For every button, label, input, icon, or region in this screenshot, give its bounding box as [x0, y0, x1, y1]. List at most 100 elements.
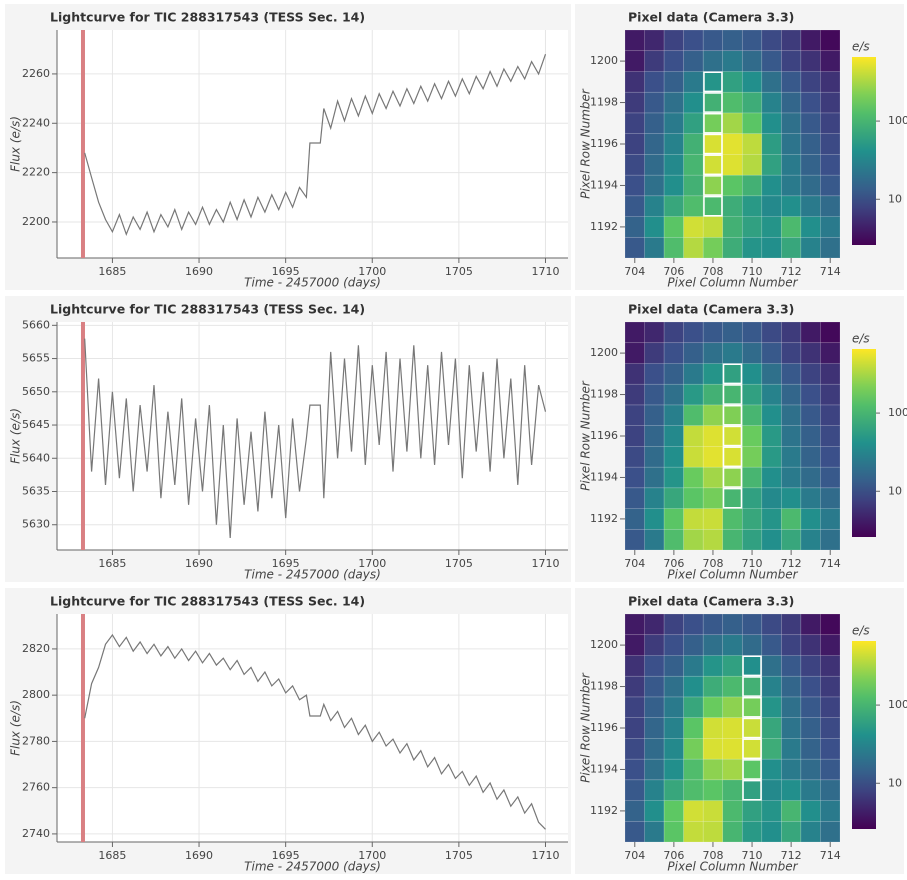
x-tick-label: 706 — [663, 849, 684, 862]
pixel-cell — [644, 71, 665, 93]
pixel-cell — [702, 738, 724, 760]
pixel-cell — [663, 342, 684, 364]
pixel-cell — [624, 91, 645, 114]
aperture-pixel — [722, 384, 743, 405]
pixel-cell — [683, 758, 704, 781]
pixel-cell — [761, 675, 782, 698]
pixel-cell — [644, 466, 665, 489]
y-tick-label: 1192 — [590, 220, 618, 233]
colorbar-label: e/s — [852, 332, 870, 346]
x-tick-label: 1700 — [358, 557, 386, 570]
pixel-cell — [683, 404, 704, 426]
pixel-cell — [663, 466, 684, 489]
pixel-cell — [741, 717, 763, 739]
pixel-cell — [761, 91, 782, 114]
pixel-cell — [644, 91, 665, 114]
chart-title: Lightcurve for TIC 288317543 (TESS Sec. … — [50, 10, 365, 25]
pixel-cell — [722, 800, 743, 822]
pixel-cell — [644, 634, 665, 656]
pixel-cell — [820, 425, 841, 447]
pixel-cell — [624, 655, 645, 677]
pixel-cell — [800, 321, 821, 344]
pixel-cell — [820, 487, 841, 509]
pixel-cell — [663, 154, 684, 176]
pixel-cell — [741, 528, 763, 551]
pixel-cell — [781, 342, 802, 364]
pixel-cell — [663, 404, 684, 426]
y-tick-label: 1198 — [590, 388, 618, 401]
y-tick-label: 2760 — [22, 781, 50, 794]
pixel-cell — [800, 29, 821, 52]
colorbar-tick-label: 100 — [888, 698, 907, 711]
pixel-cell — [683, 71, 704, 93]
pixel-cell — [820, 508, 841, 530]
pixel-cell — [741, 112, 763, 134]
y-axis-label: Pixel Row Number — [579, 88, 593, 199]
x-tick-label: 1710 — [531, 557, 559, 570]
pixel-cell — [722, 216, 743, 238]
pixel-cell — [722, 528, 743, 551]
pixel-cell — [741, 446, 763, 468]
pixel-cell — [761, 363, 782, 385]
pixel-cell — [761, 634, 782, 656]
flux-line — [84, 633, 546, 830]
pixel-cell — [741, 696, 763, 718]
pixel-cell — [820, 404, 841, 426]
x-tick-label: 704 — [624, 265, 645, 278]
pixel-cell — [722, 696, 743, 718]
pixel-cell — [820, 195, 841, 217]
pixel-cell — [820, 696, 841, 718]
y-tick-label: 2800 — [22, 688, 50, 701]
pixel-cell — [820, 91, 841, 114]
pixel-cell — [663, 655, 684, 677]
pixel-cell — [702, 758, 724, 781]
pixel-cell — [722, 91, 743, 114]
aperture-pixel — [703, 195, 723, 217]
pixel-cell — [781, 675, 802, 698]
pixel-cell — [644, 154, 665, 176]
pixel-cell — [683, 738, 704, 760]
pixel-cell — [800, 675, 821, 698]
plot-area — [57, 322, 568, 550]
y-tick-label: 2820 — [22, 642, 50, 655]
aperture-pixel — [722, 404, 743, 426]
pixel-cell — [781, 71, 802, 93]
pixel-cell — [702, 655, 724, 677]
aperture-pixel — [722, 467, 743, 488]
pixel-cell — [820, 528, 841, 551]
x-axis-label: Time - 2457000 (days) — [244, 860, 381, 874]
pixel-cell — [663, 383, 684, 406]
pixel-cell — [683, 29, 704, 52]
y-tick-label: 5650 — [22, 385, 50, 398]
pixel-cell — [722, 487, 743, 509]
pixel-cell — [722, 29, 743, 52]
pixel-cell — [761, 466, 782, 489]
pixel-cell — [683, 174, 704, 197]
pixel-cell — [781, 487, 802, 509]
x-axis-label: Pixel Column Number — [667, 860, 798, 874]
y-tick-label: 1198 — [590, 96, 618, 109]
pixel-cell — [820, 613, 841, 636]
pixel-cell — [781, 779, 802, 801]
x-tick-label: 1690 — [185, 849, 213, 862]
pixel-cell — [644, 675, 665, 698]
pixel-cell — [722, 508, 743, 530]
pixel-cell — [722, 634, 743, 656]
colorbar — [852, 641, 876, 829]
pixel-cell — [663, 91, 684, 114]
pixel-cell — [683, 717, 704, 739]
pixel-cell — [761, 383, 782, 406]
y-tick-label: 1194 — [590, 178, 618, 191]
pixel-cell — [761, 71, 782, 93]
pixel-cell — [741, 133, 763, 155]
pixel-cell — [820, 717, 841, 739]
x-tick-label: 1690 — [185, 557, 213, 570]
pixel-cell — [800, 425, 821, 447]
pixel-cell — [761, 487, 782, 509]
y-tick-label: 5630 — [22, 518, 50, 531]
x-tick-label: 1700 — [358, 849, 386, 862]
pixel-cell — [702, 675, 724, 698]
pixel-cell — [741, 425, 763, 447]
pixel-cell — [683, 820, 704, 843]
pixel-cell — [800, 717, 821, 739]
